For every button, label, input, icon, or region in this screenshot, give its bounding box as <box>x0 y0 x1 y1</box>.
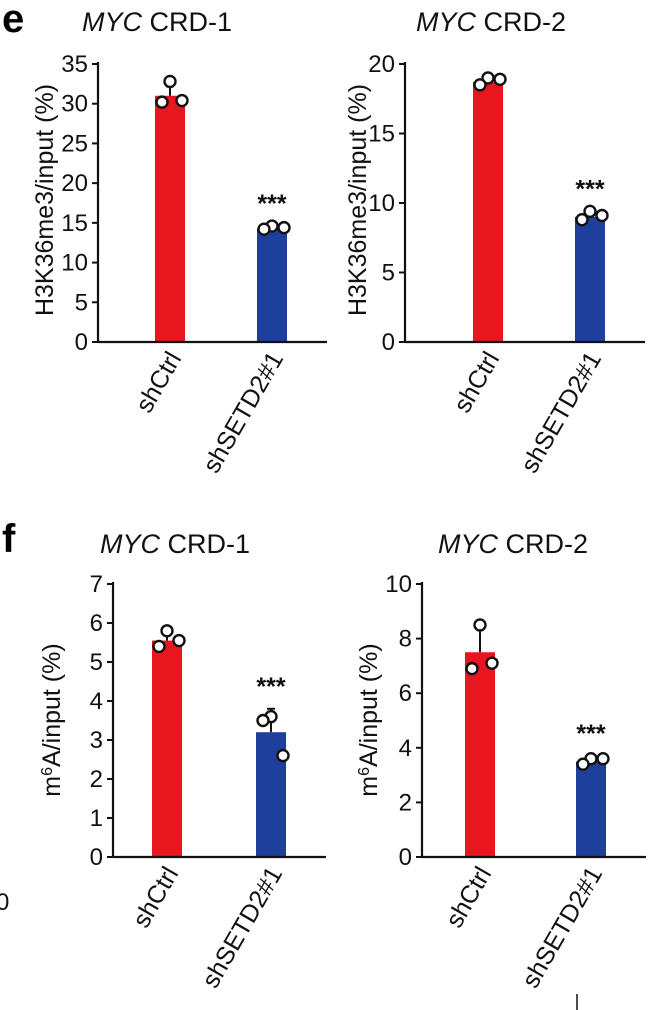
data-point <box>473 618 487 632</box>
category-label: shSETD2#1 <box>198 347 290 478</box>
data-point <box>257 222 271 236</box>
data-point <box>575 212 589 227</box>
data-point <box>172 633 186 648</box>
y-axis-label: H3K36me3/input (%) <box>344 84 372 316</box>
chart-title-rest: CRD-1 <box>160 529 250 559</box>
y-tick-label: 15 <box>368 121 395 148</box>
y-axis-label-pre: m <box>38 776 66 797</box>
y-tick-label: 20 <box>368 51 395 78</box>
data-point <box>155 95 169 109</box>
y-tick-label: 4 <box>90 688 103 715</box>
data-point <box>163 74 177 89</box>
data-point <box>152 639 166 654</box>
panel-letter-f: f <box>2 517 16 561</box>
significance-label: *** <box>257 190 286 218</box>
bar-shSETD2#1 <box>575 216 605 342</box>
y-axis-label-sup: 6 <box>39 767 56 776</box>
y-tick-label: 10 <box>61 250 88 277</box>
data-point <box>160 624 174 638</box>
chart-title-gene: MYC <box>416 7 477 37</box>
y-tick-label: 25 <box>61 130 88 157</box>
category-label: shCtrl <box>440 862 497 933</box>
y-tick-label: 0 <box>90 844 103 871</box>
chart-2: MYC CRD-2 H3K36me3/input (%) shCtrl *** shSE… <box>344 7 645 478</box>
chart-title: MYC CRD-1 <box>82 7 232 37</box>
category-label: shCtrl <box>130 347 187 418</box>
charts-group: MYC CRD-1 H3K36me3/input (%) shCtrl *** shSE… <box>31 7 646 993</box>
category-label: shCtrl <box>448 347 505 418</box>
significance-label: *** <box>575 175 604 203</box>
y-axis-label-pre: m <box>355 776 383 797</box>
y-axis-label-sup: 6 <box>356 767 373 776</box>
y-axis-label: m6A/input (%) <box>355 643 383 796</box>
y-tick-label: 5 <box>90 649 103 676</box>
panel-letter-e: e <box>2 0 24 41</box>
chart-title: MYC CRD-1 <box>100 529 250 559</box>
y-tick-label: 0 <box>399 844 412 871</box>
bar-shCtrl <box>155 95 185 343</box>
data-point <box>576 757 590 771</box>
significance-label: *** <box>256 673 285 701</box>
y-tick-label: 2 <box>90 766 103 793</box>
y-tick-label: 5 <box>75 289 88 316</box>
y-tick-label: 7 <box>90 571 103 598</box>
stray-mark: 0 <box>0 889 9 916</box>
bar-shSETD2#1 <box>257 228 287 342</box>
chart-title: MYC CRD-2 <box>438 529 588 559</box>
y-axis-label: H3K36me3/input (%) <box>31 84 59 316</box>
y-axis-label-post: A/input (%) <box>38 643 66 767</box>
data-point <box>175 93 189 108</box>
category-label: shSETD2#1 <box>516 347 608 478</box>
data-point <box>256 713 270 728</box>
category-label: shSETD2#1 <box>197 862 289 993</box>
bar-shCtrl <box>152 640 182 857</box>
category-label: shSETD2#1 <box>517 862 609 993</box>
y-tick-label: 30 <box>61 91 88 118</box>
y-tick-label: 2 <box>399 789 412 816</box>
y-tick-label: 10 <box>385 571 412 598</box>
category-label: shCtrl <box>127 862 184 933</box>
y-tick-label: 8 <box>399 626 412 653</box>
data-point <box>277 220 291 235</box>
data-point <box>596 752 610 766</box>
y-tick-label: 0 <box>382 329 395 356</box>
data-point <box>595 208 609 223</box>
chart-title-rest: CRD-2 <box>498 529 588 559</box>
y-tick-label: 6 <box>399 680 412 707</box>
data-point <box>583 204 597 219</box>
bar-shSETD2#1 <box>576 761 606 857</box>
y-tick-label: 35 <box>61 51 88 78</box>
data-point <box>473 78 487 92</box>
y-tick-label: 4 <box>399 735 412 762</box>
data-point <box>276 748 290 763</box>
chart-title-gene: MYC <box>100 529 161 559</box>
y-tick-label: 5 <box>382 260 395 287</box>
y-tick-label: 6 <box>90 610 103 637</box>
y-tick-label: 3 <box>90 727 103 754</box>
chart-title: MYC CRD-2 <box>416 7 566 37</box>
y-tick-label: 10 <box>368 190 395 217</box>
y-tick-label: 20 <box>61 170 88 197</box>
chart-1: MYC CRD-1 H3K36me3/input (%) shCtrl *** shSE… <box>31 7 327 478</box>
chart-title-rest: CRD-1 <box>142 7 232 37</box>
y-axis-label-post: A/input (%) <box>355 643 383 767</box>
bar-shCtrl <box>465 652 495 857</box>
data-point <box>485 656 499 670</box>
y-tick-label: 1 <box>90 805 103 832</box>
y-tick-label: 0 <box>75 329 88 356</box>
significance-label: *** <box>576 720 605 748</box>
chart-title-gene: MYC <box>438 529 499 559</box>
chart-title-gene: MYC <box>82 7 143 37</box>
data-point <box>465 661 479 676</box>
y-axis-label: m6A/input (%) <box>38 643 66 796</box>
bar-shCtrl <box>473 82 503 342</box>
data-point <box>493 72 507 86</box>
y-tick-label: 15 <box>61 210 88 237</box>
chart-title-rest: CRD-2 <box>476 7 566 37</box>
